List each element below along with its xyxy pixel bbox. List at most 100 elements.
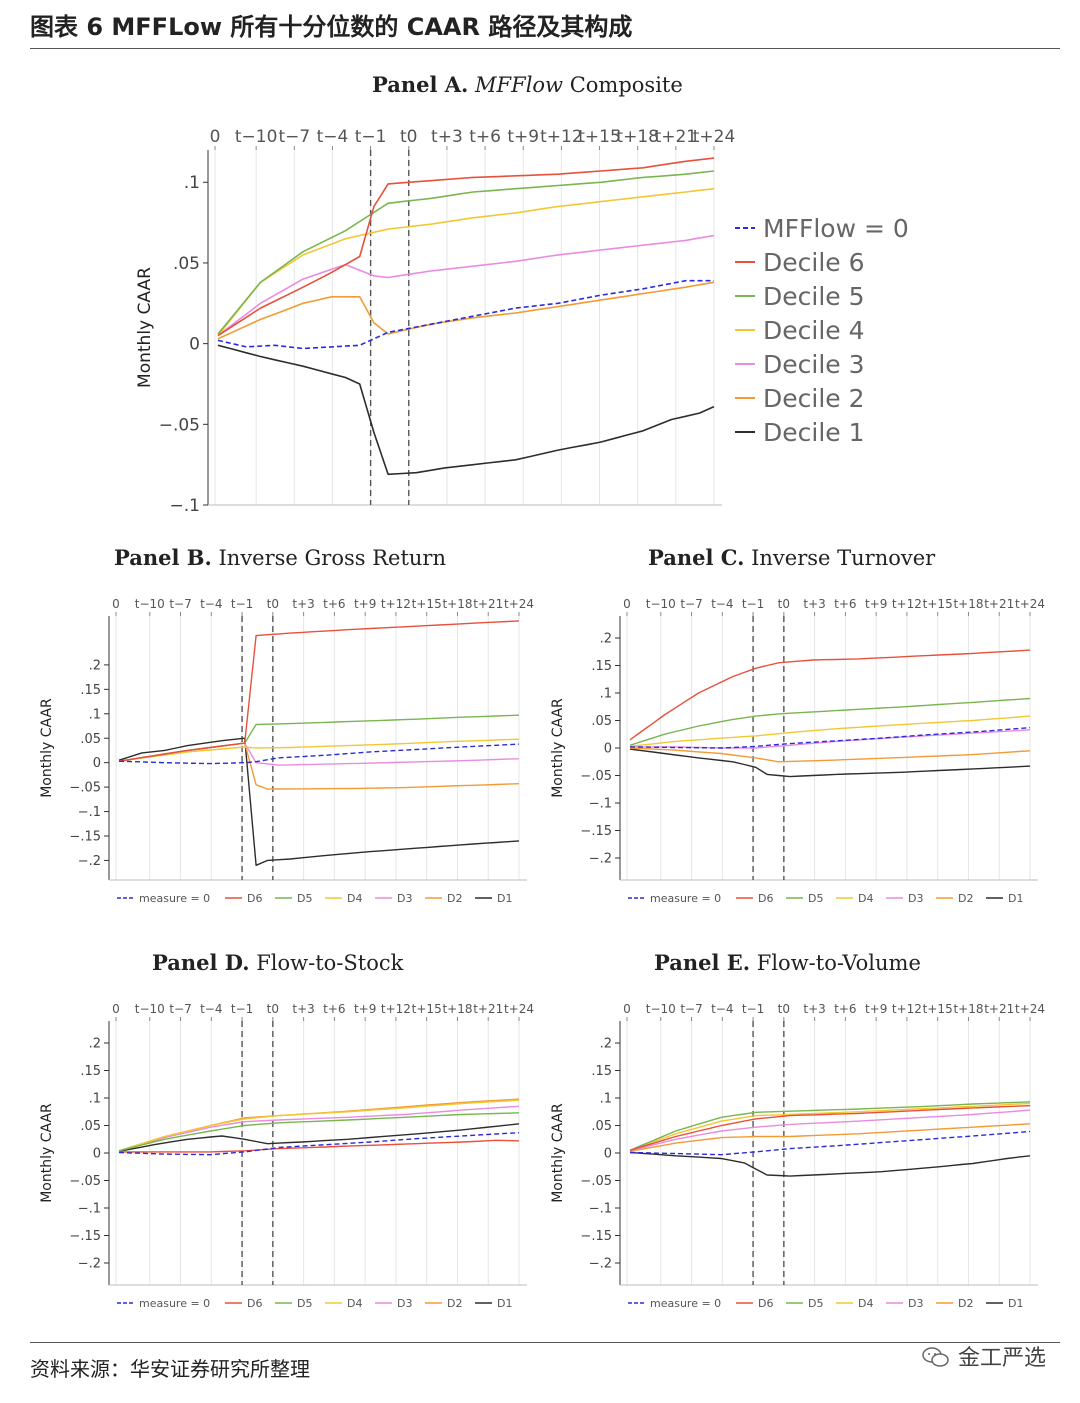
panel-c-title-bold: Panel C. — [648, 545, 745, 570]
legend-label: D3 — [908, 892, 923, 905]
legend-label: D5 — [808, 892, 823, 905]
y-tick-label: −.1 — [78, 1202, 101, 1217]
legend-label: measure = 0 — [650, 1297, 721, 1310]
legend-label: Decile 3 — [763, 350, 865, 379]
x-tick-label: t+24 — [504, 1002, 534, 1016]
series-line-zero — [118, 1132, 520, 1156]
x-tick-label: t−10 — [235, 127, 278, 147]
legend-label: D6 — [758, 892, 773, 905]
x-tick-label: t+12 — [381, 597, 411, 611]
panel-e-title: Panel E. Flow-to-Volume — [654, 950, 921, 975]
legend-label: D6 — [247, 1297, 262, 1310]
x-tick-label: t+3 — [292, 1002, 314, 1016]
x-tick-label: t+12 — [540, 127, 583, 147]
y-tick-label: −.1 — [589, 797, 612, 812]
legend-label: measure = 0 — [139, 1297, 210, 1310]
y-tick-label: .15 — [591, 1064, 612, 1079]
x-tick-label: t−7 — [169, 597, 191, 611]
x-tick-label: t+9 — [507, 127, 539, 147]
x-tick-label: t+21 — [473, 1002, 503, 1016]
series-line-d5 — [118, 714, 520, 762]
x-tick-label: t0 — [778, 597, 790, 611]
x-tick-label: t+18 — [442, 1002, 472, 1016]
series-line-d2 — [118, 742, 520, 790]
series-line-d4 — [217, 187, 715, 337]
y-tick-label: −.15 — [69, 830, 101, 845]
x-tick-label: t+3 — [803, 1002, 825, 1016]
chart-panel-a: 0 t−10 t−7 t−4 t−1 t0 t+3 t+6 t+9 t+12t+15t+18t+2… — [135, 127, 909, 516]
series-line-zero — [217, 279, 714, 350]
y-tick-label: 0 — [604, 1147, 612, 1162]
y-tick-label: 0 — [604, 742, 612, 757]
panel-a-title-rest: Composite — [569, 73, 683, 97]
x-tick-label: t−7 — [680, 1002, 702, 1016]
y-tick-label: 0 — [93, 756, 101, 771]
y-tick-label: .2 — [600, 632, 612, 647]
y-axis-label: Monthly CAAR — [39, 698, 55, 798]
x-tick-label: t+6 — [834, 597, 856, 611]
figure-footer: 资料来源：华安证券研究所整理 — [30, 1342, 1060, 1382]
series-line-d5 — [629, 1101, 1031, 1151]
y-tick-label: −.05 — [580, 1174, 612, 1189]
x-tick-label: t−10 — [646, 597, 676, 611]
x-tick-label: t−1 — [231, 597, 253, 611]
x-tick-label: t−1 — [231, 1002, 253, 1016]
series-line-d6 — [118, 620, 520, 762]
legend-label: D2 — [958, 1297, 973, 1310]
series-line-d5 — [118, 1112, 520, 1152]
panel-d-title-bold: Panel D. — [152, 950, 250, 975]
chart-panel-d: 0 t−10 t−7 t−4 t−1 t0 t+3 t+6 t+9 t+12 t+15 t+18 t+2… — [39, 1002, 534, 1310]
y-tick-label: −.2 — [78, 1257, 101, 1272]
y-tick-label: −.05 — [580, 769, 612, 784]
y-tick-label: −.2 — [589, 1257, 612, 1272]
series-line-d3 — [217, 234, 715, 337]
y-tick-label: −.15 — [580, 824, 612, 839]
x-tick-label: t0 — [400, 127, 417, 147]
source-note: 资料来源：华安证券研究所整理 — [30, 1357, 310, 1381]
x-tick-label: t+18 — [953, 597, 983, 611]
x-tick-label: 0 — [210, 127, 221, 147]
x-tick-label: t+15 — [923, 1002, 953, 1016]
y-tick-label: .2 — [600, 1037, 612, 1052]
y-tick-label: .05 — [80, 732, 101, 747]
series-line-d4 — [118, 1099, 520, 1152]
panel-b-title-bold: Panel B. — [114, 545, 212, 570]
x-tick-label: t−4 — [200, 597, 222, 611]
x-tick-label: t+9 — [354, 1002, 376, 1016]
x-tick-label: 0 — [112, 1002, 120, 1016]
panel-a-title: Panel A. MFFlow Composite — [372, 72, 683, 97]
x-tick-label: t+21 — [984, 1002, 1014, 1016]
watermark-text: 金工严选 — [957, 1346, 1046, 1371]
y-tick-label: −.1 — [78, 805, 101, 820]
legend-label: D2 — [447, 1297, 462, 1310]
x-tick-label: t+12 — [892, 597, 922, 611]
y-tick-label: −.15 — [580, 1229, 612, 1244]
series-line-d4 — [629, 1102, 1031, 1151]
figure-title: 图表 6 MFFLow 所有十分位数的 CAAR 路径及其构成 — [30, 13, 633, 41]
y-tick-label: .2 — [89, 658, 101, 673]
series-line-d6 — [217, 157, 715, 337]
panel-c-title: Panel C. Inverse Turnover — [648, 545, 935, 570]
y-axis-label: Monthly CAAR — [550, 698, 566, 798]
y-tick-label: .1 — [600, 1092, 612, 1107]
y-tick-label: 0 — [189, 335, 200, 355]
series-line-d1 — [118, 737, 520, 866]
x-tick-label: t+3 — [292, 597, 314, 611]
x-tick-label: t+24 — [1015, 1002, 1045, 1016]
x-tick-label: t−7 — [169, 1002, 191, 1016]
x-tick-label: t+24 — [693, 127, 736, 147]
x-tick-label: t−10 — [135, 597, 165, 611]
legend-label: D1 — [1008, 1297, 1023, 1310]
y-tick-label: −.15 — [69, 1229, 101, 1244]
legend-label: D6 — [247, 892, 262, 905]
panel-a-title-bold: Panel A. — [372, 72, 469, 97]
series-line-d4 — [629, 715, 1031, 748]
panel-d-title-rest: Flow-to-Stock — [256, 951, 404, 975]
x-tick-label: 0 — [623, 597, 631, 611]
wechat-icon — [922, 1347, 949, 1367]
x-tick-label: t+21 — [984, 597, 1014, 611]
y-tick-label: .05 — [591, 1119, 612, 1134]
y-tick-label: .1 — [600, 687, 612, 702]
x-tick-label: t+18 — [616, 127, 659, 147]
x-tick-label: t+6 — [323, 597, 345, 611]
